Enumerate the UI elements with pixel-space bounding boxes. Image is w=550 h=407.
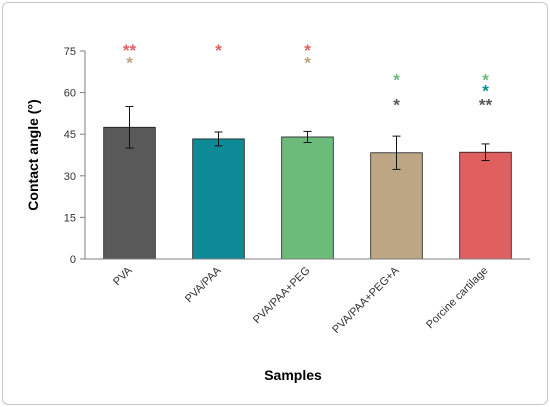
significance-marker: * (482, 70, 489, 89)
y-tick-label: 30 (64, 171, 76, 183)
plot-area: 0 15 30 45 60 75 PVA PVA/PAA PVA/PAA+PEG PVA/PAA+… (64, 41, 530, 336)
significance-marker: * (126, 54, 133, 73)
x-tick-label: PVA/PAA+PEG (251, 265, 313, 327)
y-tick-label: 45 (64, 129, 76, 141)
significance-marker: * (393, 95, 400, 114)
y-tick-label: 60 (64, 88, 76, 100)
x-axis-title: Samples (264, 367, 322, 383)
bar[interactable] (459, 151, 512, 260)
significance-marker: * (304, 41, 311, 60)
y-axis-title: Contact angle (°) (25, 99, 41, 210)
significance-marker: ** (123, 41, 137, 60)
x-tick-label: PVA (111, 264, 135, 288)
significance-marker: * (393, 70, 400, 89)
x-tick-label: PVA/PAA (183, 264, 224, 305)
bar[interactable] (281, 136, 334, 260)
bar[interactable] (103, 126, 156, 260)
x-tick-label: PVA/PAA+PEG+A (330, 264, 402, 336)
significance-marker: * (482, 81, 489, 100)
y-tick-label: 75 (64, 46, 76, 58)
x-tick-label: Porcine cartilage (424, 265, 490, 331)
significance-marker: * (215, 41, 222, 60)
bar[interactable] (192, 138, 245, 260)
y-tick-label: 0 (70, 254, 76, 266)
significance-marker: * (304, 54, 311, 73)
y-tick-label: 15 (64, 212, 76, 224)
significance-marker: ** (479, 95, 493, 114)
